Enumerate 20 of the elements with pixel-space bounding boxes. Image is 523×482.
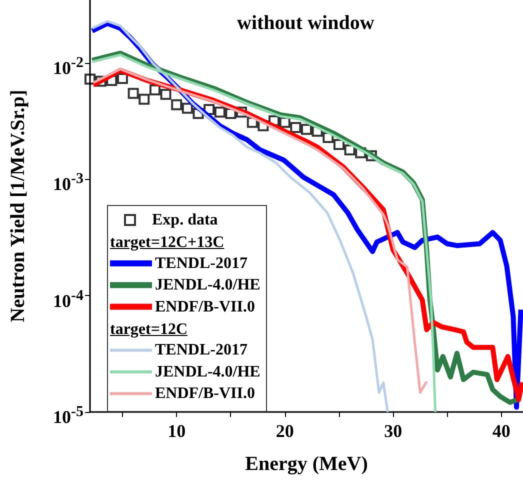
x-tick-label: 30 xyxy=(384,421,402,441)
legend-label: JENDL-4.0/HE xyxy=(155,276,260,294)
y-tick-label: 10$^{-3}$ xyxy=(53,170,84,194)
annotation: target=12C xyxy=(110,320,188,340)
x-tick-label: 10 xyxy=(168,421,186,441)
legend-label: ENDF/B-VII.0 xyxy=(155,298,256,316)
x-axis-title: Energy (MeV) xyxy=(245,453,368,475)
annotation: target=12C+13C xyxy=(110,232,224,253)
text: without window xyxy=(237,12,375,34)
y-tick-label: 10$^{-5}$ xyxy=(53,403,84,427)
x-tick-label: 40 xyxy=(492,421,510,441)
legend-label: ENDF/B-VII.0 xyxy=(155,385,256,402)
legend-label: JENDL-4.0/HE xyxy=(155,363,260,380)
y-tick-label: 10$^{-4}$ xyxy=(53,286,84,311)
y-tick-label: 10$^{-2}$ xyxy=(53,54,84,78)
x-tick-label: 20 xyxy=(276,421,294,441)
legend-label: Exp. data xyxy=(152,212,218,228)
legend-label: TENDL-2017 xyxy=(155,254,248,272)
y-axis-title: Neutron Yield [1/MeV.Sr.p] xyxy=(7,90,29,322)
legend-label: TENDL-2017 xyxy=(155,342,248,359)
